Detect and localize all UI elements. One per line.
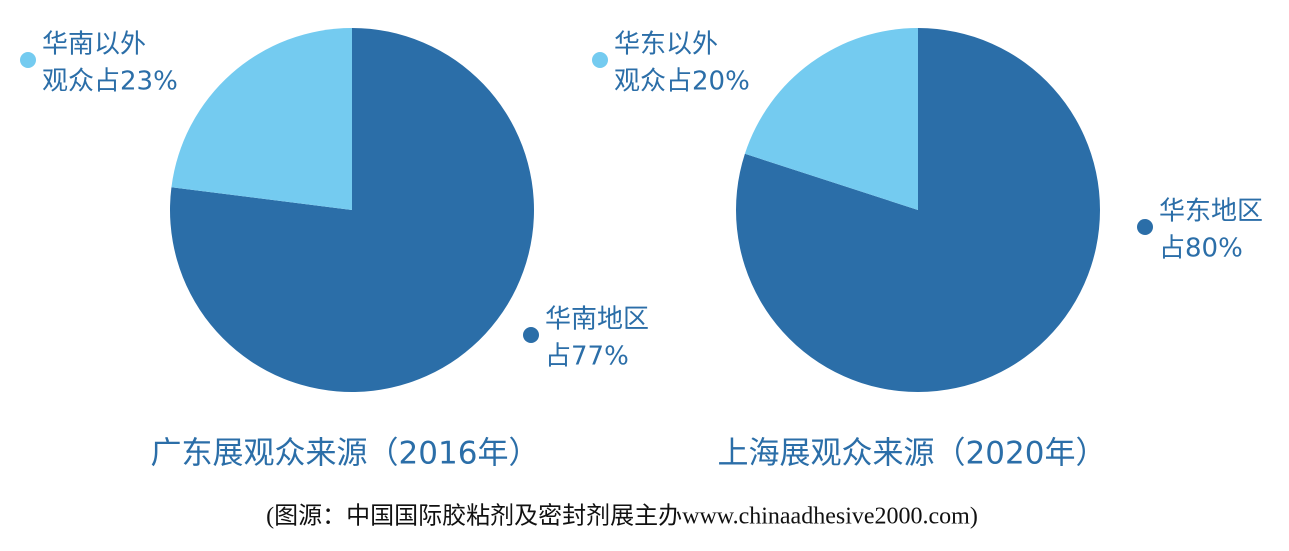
legend-dot — [592, 52, 608, 68]
slice-label: 华东地区 — [1159, 197, 1263, 227]
pie-slice — [736, 28, 1101, 392]
source-note: (图源：中国国际胶粘剂及密封剂展主办www.chinaadhesive2000.… — [266, 503, 978, 530]
pie-slice — [171, 28, 352, 210]
legend-dot — [1137, 219, 1153, 235]
slice-label: 华南地区 — [545, 305, 649, 335]
slice-value-label: 占77% — [545, 342, 629, 372]
chart-title: 广东展观众来源（2016年） — [151, 436, 540, 472]
slice-label: 华南以外 — [42, 30, 146, 60]
legend-dot — [523, 327, 539, 343]
chart-title: 上海展观众来源（2020年） — [718, 436, 1107, 472]
slice-value-label: 观众占23% — [42, 67, 178, 97]
slice-value-label: 占80% — [1159, 234, 1243, 264]
pie-slice — [170, 28, 535, 393]
slice-label: 华东以外 — [614, 30, 718, 60]
legend-dot — [20, 52, 36, 68]
slice-value-label: 观众占20% — [614, 67, 750, 97]
pie-slice — [744, 28, 918, 210]
